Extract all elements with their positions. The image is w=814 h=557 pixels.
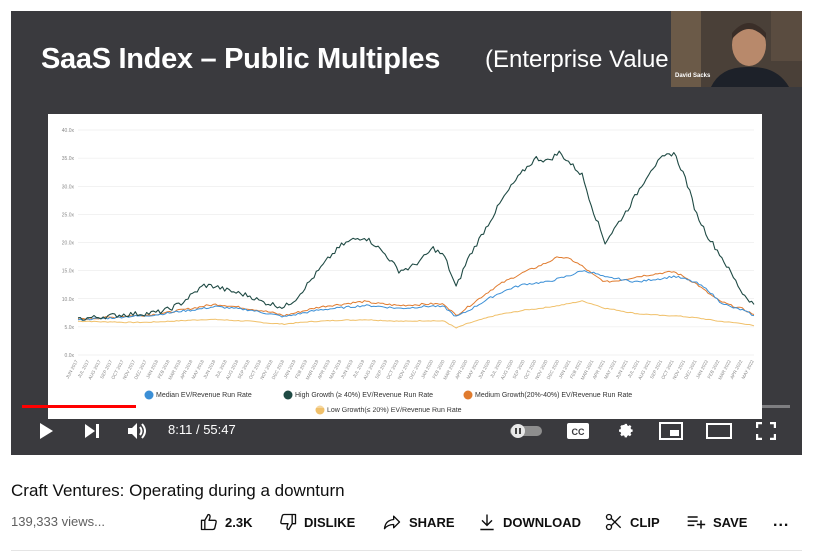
clip-label: CLIP: [630, 514, 660, 530]
gear-icon: [619, 423, 633, 438]
volume-button[interactable]: [126, 419, 150, 443]
presenter-image: [671, 11, 802, 87]
video-info: Craft Ventures: Operating during a downt…: [0, 455, 814, 557]
y-tick-label: 25.0x: [62, 212, 75, 218]
time-total: 55:47: [203, 422, 236, 437]
y-tick-label: 5.0x: [65, 325, 75, 331]
playlist-add-icon: [687, 516, 706, 529]
y-tick-label: 0.0x: [65, 353, 75, 359]
video-title: Craft Ventures: Operating during a downt…: [11, 481, 345, 500]
y-tick-label: 40.0x: [62, 128, 75, 134]
theater-button[interactable]: [706, 419, 732, 443]
progress-bar[interactable]: [22, 405, 790, 408]
legend-label: Low Growth(≤ 20%) EV/Revenue Run Rate: [327, 407, 462, 414]
view-count[interactable]: 139,333 views...: [11, 514, 105, 529]
chart-panel: 0.0x 5.0x 10.0x 15.0x 20.0x 25.0x 30.0x 35.0x 40…: [48, 114, 762, 419]
subtitles-button[interactable]: CC: [565, 419, 591, 443]
series-line-3: [77, 300, 755, 329]
series-line-0: [77, 270, 755, 321]
y-tick-label: 10.0x: [62, 297, 75, 303]
autoplay-toggle[interactable]: [508, 419, 544, 443]
fullscreen-icon: [756, 422, 776, 440]
legend-marker: [315, 405, 325, 415]
time-display: 8:11 / 55:47: [168, 422, 236, 437]
share-arrow-icon: [383, 515, 401, 530]
presenter-name: David Sacks: [675, 73, 711, 79]
legend-label: High Growth (≥ 40%) EV/Revenue Run Rate: [295, 392, 433, 399]
chart: 0.0x 5.0x 10.0x 15.0x 20.0x 25.0x 30.0x 35.0x 40…: [62, 128, 755, 415]
series-line-2: [77, 256, 755, 320]
thumbs-up-icon: [200, 513, 217, 531]
more-actions-button[interactable]: ...: [773, 511, 789, 533]
video-player[interactable]: SaaS Index – Public Multiples (Enterpris…: [11, 11, 802, 455]
next-button[interactable]: [81, 419, 103, 443]
settings-button[interactable]: [612, 419, 636, 443]
dislike-label: DISLIKE: [304, 514, 356, 530]
series-line-1: [77, 150, 755, 321]
share-label: SHARE: [409, 514, 455, 530]
cc-icon: CC: [567, 423, 589, 439]
save-button[interactable]: SAVE: [685, 511, 747, 533]
scissors-icon: [605, 513, 622, 531]
cc-label: CC: [572, 427, 585, 437]
volume-icon: [128, 423, 146, 439]
slide-title-sub: (Enterprise Value: [485, 46, 669, 73]
legend-label: Median EV/Revenue Run Rate: [156, 392, 252, 399]
y-tick-label: 20.0x: [62, 241, 75, 247]
share-button[interactable]: SHARE: [381, 511, 455, 533]
download-label: DOWNLOAD: [503, 514, 581, 530]
clip-button[interactable]: CLIP: [604, 511, 660, 533]
like-count: 2.3K: [225, 514, 253, 530]
dislike-button[interactable]: DISLIKE: [278, 511, 355, 533]
player-controls: 8:11 / 55:47 CC: [11, 409, 802, 455]
next-icon: [85, 424, 99, 438]
y-tick-label: 15.0x: [62, 269, 75, 275]
slide-title: SaaS Index – Public Multiples: [41, 43, 441, 75]
download-icon: [480, 514, 494, 531]
progress-bar-played: [22, 405, 136, 408]
theater-icon: [706, 423, 732, 439]
legend-marker: [283, 390, 293, 400]
time-separator: /: [192, 422, 204, 437]
legend-marker: [463, 390, 473, 400]
time-current: 8:11: [168, 422, 193, 437]
thumbs-down-icon: [280, 513, 297, 531]
legend-marker: [144, 390, 154, 400]
fullscreen-button[interactable]: [755, 419, 777, 443]
save-label: SAVE: [713, 514, 748, 530]
autoplay-toggle-icon: [510, 424, 542, 438]
play-icon: [40, 423, 53, 439]
download-button[interactable]: DOWNLOAD: [477, 511, 581, 533]
y-tick-label: 30.0x: [62, 184, 75, 190]
webcam-overlay: David Sacks: [671, 11, 802, 87]
more-actions-label: ...: [773, 513, 790, 530]
divider: [11, 550, 802, 551]
like-button[interactable]: 2.3K: [199, 511, 252, 533]
y-tick-label: 35.0x: [62, 156, 75, 162]
miniplayer-icon: [659, 422, 683, 440]
miniplayer-button[interactable]: [658, 419, 684, 443]
play-button[interactable]: [35, 419, 57, 443]
legend-label: Medium Growth(20%-40%) EV/Revenue Run Ra…: [475, 392, 632, 399]
